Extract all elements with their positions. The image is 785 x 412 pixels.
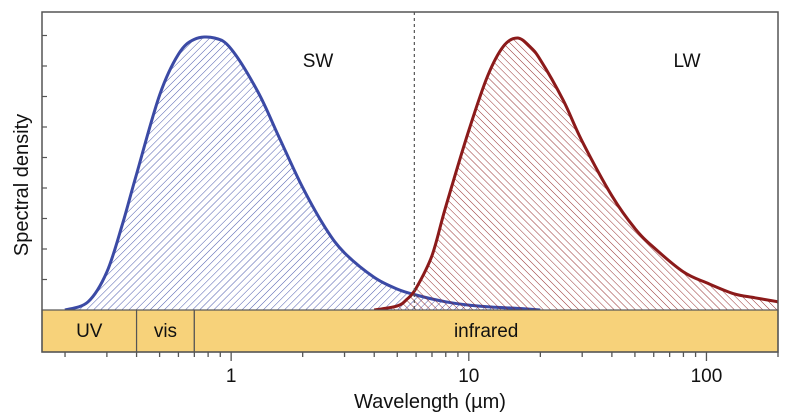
area-fill-lw [374, 38, 778, 310]
band-label-vis: vis [154, 321, 177, 342]
series-areas [64, 35, 778, 310]
y-axis-label: Spectral density [11, 114, 33, 256]
x-axis-ticks: 1 10 100 [64, 352, 779, 387]
y-axis-ticks [42, 34, 47, 281]
series-line-lw [373, 36, 778, 310]
x-axis-label: Wavelength (µm) [354, 391, 506, 412]
plot-frame [41, 11, 779, 353]
area-fill-sw [65, 36, 541, 310]
band-label-infrared: infrared [454, 321, 518, 342]
series-label-lw: LW [673, 51, 700, 72]
series-label-sw: SW [303, 51, 334, 72]
x-tick-label: 100 [691, 366, 723, 387]
spectrum-band-bar: UV vis infrared [41, 309, 779, 353]
band-label-UV: UV [76, 321, 103, 342]
x-tick-label: 10 [458, 366, 479, 387]
x-tick-label: 1 [226, 366, 237, 387]
